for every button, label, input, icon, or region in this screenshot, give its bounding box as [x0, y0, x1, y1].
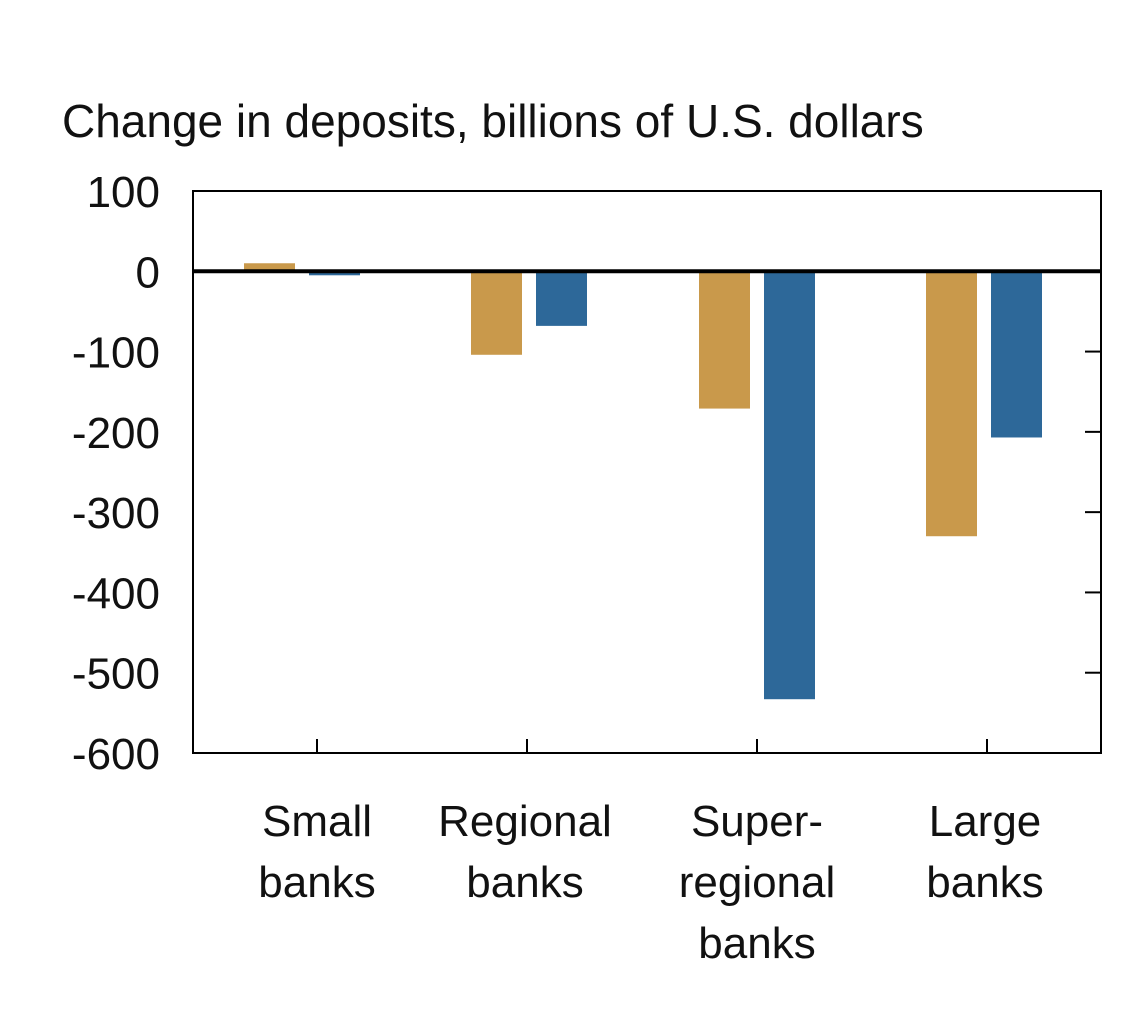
ytick-label: -100 [72, 329, 160, 378]
bar-series2-cat3 [764, 271, 815, 700]
bar-series2-cat1 [309, 271, 360, 276]
category-label-line: Large [929, 797, 1042, 846]
category-label: Super-regional banks [679, 797, 836, 968]
ytick-label: -400 [72, 569, 160, 618]
category-label-line: regional [679, 858, 836, 907]
bar-series1-cat3 [699, 271, 750, 409]
category-label-line: banks [698, 919, 815, 968]
bar-series1-cat4 [926, 271, 977, 537]
ytick-label: -200 [72, 409, 160, 458]
ytick-label: 0 [136, 248, 160, 297]
category-label-line: Super- [691, 797, 823, 846]
bar-series1-cat1 [244, 263, 295, 272]
category-label-line: Small [262, 797, 372, 846]
ytick-label: -600 [72, 730, 160, 779]
category-label: Large banks [926, 797, 1043, 907]
category-label-line: banks [466, 858, 583, 907]
chart-title: Change in deposits, billions of U.S. dol… [62, 95, 924, 147]
bars-group [244, 263, 1042, 700]
ytick-label: -500 [72, 650, 160, 699]
bar-series1-cat2 [471, 271, 522, 355]
category-label: Small banks [258, 797, 375, 907]
ytick-label: -300 [72, 489, 160, 538]
category-label-line: banks [258, 858, 375, 907]
plot-frame [192, 190, 1102, 754]
category-label-line: Regional [438, 797, 612, 846]
ytick-label: 100 [87, 168, 160, 217]
category-label: Regional banks [438, 797, 612, 907]
category-label-line: banks [926, 858, 1043, 907]
bar-series2-cat4 [991, 271, 1042, 438]
bar-series2-cat2 [536, 271, 587, 326]
ticks-group [316, 190, 1101, 754]
